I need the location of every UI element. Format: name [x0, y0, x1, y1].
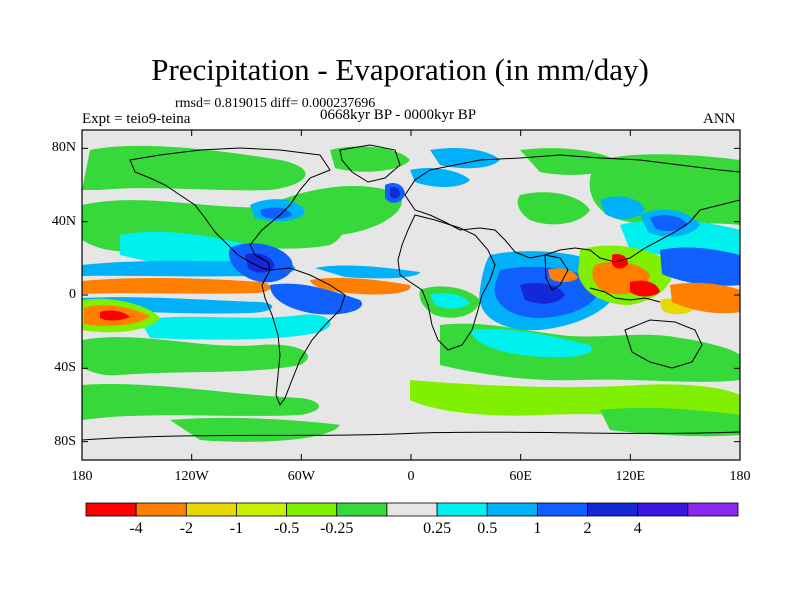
colorbar-label: 1: [533, 520, 542, 537]
axis-ticks: [81, 130, 741, 460]
field-patch: [600, 407, 740, 437]
colorbar-label: -1: [229, 520, 244, 537]
coastline-australia: [624, 319, 703, 369]
colorbar-swatch: [286, 502, 338, 517]
field-patch: [330, 146, 410, 172]
y-tick-label: 40S: [54, 360, 76, 376]
colorbar-swatch: [336, 502, 388, 517]
x-tick-label: 60E: [509, 469, 532, 484]
x-tick-label: 180: [71, 469, 93, 484]
field-patch: [280, 185, 402, 236]
colorbar-swatch: [85, 502, 137, 517]
colorbar-label: 0.5: [477, 520, 498, 537]
field-patch: [450, 394, 520, 411]
colorbar-swatch: [486, 502, 538, 517]
colorbar-label: 2: [583, 520, 592, 537]
field-patch: [670, 282, 740, 314]
x-tick-label: 120E: [615, 469, 646, 484]
coastline-indonesia: [589, 287, 661, 303]
field-patch: [520, 148, 620, 175]
field-patch: [82, 337, 308, 376]
colorbar-swatch: [135, 502, 187, 517]
coastline-europe-asia: [404, 154, 740, 263]
field-patch: [315, 265, 420, 279]
x-tick-label: 60W: [287, 469, 315, 484]
colorbar-label: -0.25: [320, 520, 354, 537]
field-patch: [660, 247, 740, 286]
coastline-north-america: [129, 147, 331, 271]
colorbar: [85, 502, 739, 517]
colorbar-swatch: [587, 502, 639, 517]
colorbar-label: -0.5: [273, 520, 300, 537]
field-patch: [430, 292, 470, 309]
colorbar-swatch: [536, 502, 588, 517]
field-patch: [517, 192, 590, 225]
colorbar-swatch: [236, 502, 288, 517]
colorbar-label: 0.25: [423, 520, 452, 537]
y-tick-label: 0: [69, 287, 76, 302]
coastlines: [82, 144, 740, 441]
plot-title: Precipitation - Evaporation (in mm/day): [151, 52, 649, 87]
y-tick-label: 80S: [54, 433, 76, 449]
coastline-africa: [397, 214, 496, 351]
colorbar-swatch: [687, 502, 739, 517]
x-tick-label: 0: [407, 469, 415, 484]
field-patch: [140, 314, 331, 340]
pme-field: [82, 130, 740, 460]
field-patch: [612, 254, 628, 269]
field-patch: [82, 383, 319, 420]
y-tick-label: 40N: [51, 213, 76, 229]
field-patch: [470, 328, 592, 358]
field-patch: [548, 268, 578, 283]
period-label: 0668kyr BP - 0000kyr BP: [320, 107, 477, 123]
season-label: ANN: [703, 111, 736, 127]
x-tick-label: 180: [729, 469, 751, 484]
field-patch: [390, 186, 400, 199]
field-patch: [520, 283, 565, 304]
colorbar-label: -2: [179, 520, 193, 537]
field-patch: [650, 215, 688, 232]
field-patch: [100, 310, 130, 321]
coastline-india: [544, 254, 569, 291]
y-tick-label: 80N: [51, 140, 76, 156]
coastline-south-america: [261, 267, 346, 407]
experiment-label: Expt = teio9-teina: [82, 111, 191, 127]
colorbar-swatch: [436, 502, 488, 517]
field-patch: [630, 280, 660, 297]
colorbar-swatch: [637, 502, 689, 517]
field-patch: [245, 253, 275, 273]
field-patch: [82, 145, 306, 191]
stats-line: rmsd= 0.819015 diff= 0.000237696: [175, 96, 376, 111]
field-patch: [430, 148, 500, 169]
field-patch: [600, 196, 645, 219]
field-patch: [270, 283, 362, 315]
x-tick-label: 120W: [174, 469, 209, 484]
colorbar-swatch: [185, 502, 237, 517]
field-patch: [310, 277, 411, 295]
colorbar-swatch: [386, 502, 438, 517]
coastline-greenland: [339, 144, 401, 183]
colorbar-label: -4: [129, 520, 143, 537]
colorbar-label: 4: [633, 520, 642, 537]
coastline-antarctica: [82, 431, 740, 441]
field-patch: [82, 278, 271, 294]
